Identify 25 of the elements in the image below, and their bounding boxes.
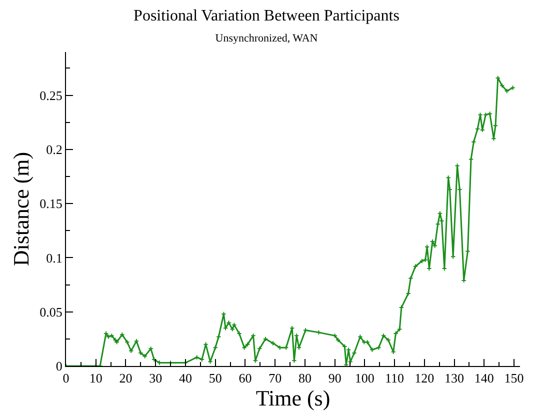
x-tick-label: 40 — [178, 370, 192, 386]
y-tick-label: 0.2 — [46, 142, 62, 157]
y-tick-label: 0.15 — [40, 196, 62, 212]
x-tick-label: 50 — [208, 370, 222, 386]
x-tick-label: 70 — [268, 370, 282, 386]
x-tick-label: 30 — [149, 370, 162, 386]
x-tick-label: 130 — [444, 370, 464, 386]
x-axis-title: Time (s) — [256, 386, 330, 411]
chart-title: Positional Variation Between Participants — [134, 8, 400, 25]
x-tick-label: 140 — [474, 370, 494, 386]
x-tick-label: 20 — [119, 370, 132, 386]
x-tick-label: 120 — [414, 370, 434, 386]
y-axis-title: Distance (m) — [8, 152, 34, 266]
y-tick-label: 0 — [56, 358, 62, 374]
x-tick-label: 100 — [354, 370, 374, 386]
y-tick-label: 0.1 — [46, 250, 62, 266]
x-tick-label: 60 — [238, 370, 252, 386]
x-tick-label: 110 — [385, 370, 404, 386]
x-tick-label: 150 — [504, 370, 524, 386]
y-tick-label: 0.05 — [40, 304, 62, 320]
chart-subtitle: Unsynchronized, WAN — [215, 32, 318, 44]
x-tick-label: 80 — [298, 370, 312, 386]
y-tick-label: 0.25 — [40, 88, 62, 103]
x-tick-label: 10 — [89, 370, 102, 386]
x-tick-label: 90 — [328, 370, 342, 386]
